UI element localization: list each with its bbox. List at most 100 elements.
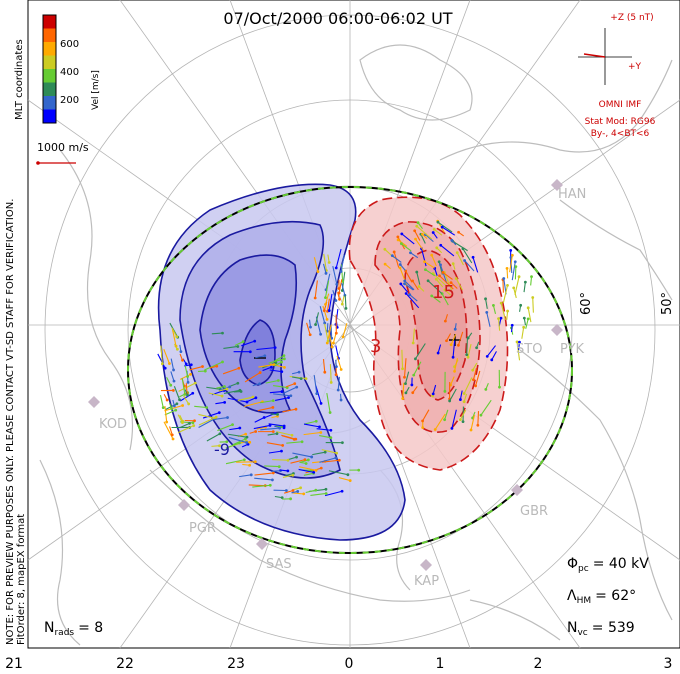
velocity-vector bbox=[275, 397, 289, 401]
velocity-vector bbox=[315, 385, 322, 404]
velocity-vector-origin bbox=[338, 297, 341, 301]
velocity-vector bbox=[404, 371, 410, 384]
velocity-vector-origin bbox=[275, 432, 279, 436]
velocity-vector bbox=[262, 366, 272, 372]
colorbar-frame bbox=[42, 14, 57, 124]
velocity-vector bbox=[491, 351, 497, 361]
velocity-vector bbox=[211, 332, 223, 335]
velocity-vector bbox=[329, 364, 332, 383]
velocity-vector bbox=[472, 367, 477, 380]
velocity-vector bbox=[298, 468, 314, 473]
velocity-vector bbox=[171, 328, 177, 347]
velocity-vector-origin bbox=[332, 341, 335, 345]
velocity-vector bbox=[431, 295, 441, 303]
station-label: GBR bbox=[520, 504, 548, 519]
velocity-vector bbox=[217, 424, 233, 432]
velocity-vector bbox=[314, 280, 318, 299]
velocity-vector-origin bbox=[220, 394, 224, 398]
velocity-vector bbox=[521, 327, 525, 339]
velocity-vector-origin bbox=[271, 430, 275, 434]
velocity-vector bbox=[239, 474, 252, 478]
velocity-vector bbox=[282, 386, 297, 395]
velocity-vector-origin bbox=[189, 372, 192, 376]
velocity-vector bbox=[424, 261, 435, 269]
velocity-vector bbox=[470, 414, 475, 431]
velocity-vector-origin bbox=[424, 268, 427, 271]
velocity-vector bbox=[328, 293, 333, 311]
velocity-vector bbox=[271, 470, 281, 473]
velocity-vector-origin bbox=[175, 335, 179, 339]
velocity-vector-origin bbox=[316, 270, 320, 274]
velocity-vector-origin bbox=[323, 450, 327, 454]
velocity-vector bbox=[337, 376, 340, 391]
velocity-vector-origin bbox=[416, 221, 420, 225]
velocity-vector bbox=[450, 333, 457, 346]
velocity-vector-origin bbox=[312, 470, 316, 474]
velocity-vector-origin bbox=[271, 399, 275, 403]
velocity-vector bbox=[218, 388, 228, 392]
velocity-vector-origin bbox=[179, 350, 183, 354]
velocity-vector-origin bbox=[245, 441, 249, 444]
velocity-vector-origin bbox=[253, 460, 257, 464]
velocity-vector-origin bbox=[340, 302, 344, 306]
velocity-vector-origin bbox=[498, 385, 501, 389]
velocity-vector-origin bbox=[221, 360, 224, 364]
velocity-vector bbox=[267, 433, 278, 436]
velocity-vector-origin bbox=[526, 306, 530, 310]
velocity-vector bbox=[272, 459, 289, 461]
velocity-vector bbox=[442, 271, 453, 280]
velocity-vector bbox=[434, 413, 446, 430]
station-marker bbox=[551, 324, 563, 336]
velocity-vector-origin bbox=[254, 396, 258, 400]
latitude-label: 50° bbox=[660, 292, 675, 315]
velocity-vector bbox=[252, 484, 271, 488]
velocity-vector bbox=[219, 386, 230, 391]
velocity-vector bbox=[414, 343, 426, 360]
velocity-vector-origin bbox=[175, 402, 179, 406]
velocity-vector bbox=[303, 431, 321, 436]
velocity-vector bbox=[292, 492, 304, 495]
velocity-vector-origin bbox=[174, 408, 178, 412]
coast-atlantic bbox=[469, 599, 561, 641]
velocity-vector-origin bbox=[280, 496, 284, 500]
velocity-vector-origin bbox=[414, 357, 417, 361]
velocity-vector bbox=[183, 395, 190, 405]
velocity-vector-origin bbox=[514, 265, 518, 269]
velocity-vector-origin bbox=[165, 398, 169, 402]
velocity-vector-origin bbox=[276, 413, 279, 416]
velocity-vector bbox=[268, 423, 285, 427]
velocity-vector-origin bbox=[299, 377, 303, 381]
velocity-vector bbox=[477, 411, 480, 426]
velocity-vector bbox=[234, 341, 244, 347]
velocity-vector-origin bbox=[410, 383, 414, 387]
statistics: Nrads = 8 Φpc = 40 kV ΛHM = 62° Nvc = 539 bbox=[44, 556, 649, 638]
velocity-vector-origin bbox=[341, 335, 345, 339]
velocity-vector-origin bbox=[517, 275, 521, 279]
velocity-vector-origin bbox=[319, 332, 323, 336]
positive-cell bbox=[348, 196, 509, 471]
velocity-vector bbox=[229, 427, 240, 431]
velocity-vector bbox=[206, 386, 221, 390]
velocity-vector-origin bbox=[286, 469, 290, 473]
velocity-vector-origin bbox=[280, 360, 283, 364]
colorbar-cell bbox=[43, 28, 56, 43]
velocity-vector-origin bbox=[160, 362, 164, 366]
scale-label: 1000 m/s bbox=[37, 141, 89, 154]
velocity-vector bbox=[227, 433, 248, 438]
velocity-vector bbox=[409, 294, 418, 302]
velocity-vector-origin bbox=[497, 317, 500, 321]
velocity-vector-origin bbox=[484, 297, 487, 301]
velocity-vector bbox=[166, 377, 172, 386]
velocity-vector bbox=[177, 425, 194, 434]
velocity-vector-origin bbox=[324, 296, 327, 300]
velocity-vector bbox=[225, 442, 240, 449]
velocity-vector bbox=[405, 293, 420, 309]
velocity-vector bbox=[335, 248, 342, 269]
velocity-vector bbox=[171, 327, 178, 338]
velocity-vector-origin bbox=[314, 468, 318, 472]
velocity-vector bbox=[303, 420, 317, 425]
velocity-vector-origin bbox=[178, 398, 181, 402]
velocity-vector bbox=[401, 349, 404, 369]
velocity-vector bbox=[204, 361, 223, 371]
velocity-vector-origin bbox=[273, 346, 277, 350]
